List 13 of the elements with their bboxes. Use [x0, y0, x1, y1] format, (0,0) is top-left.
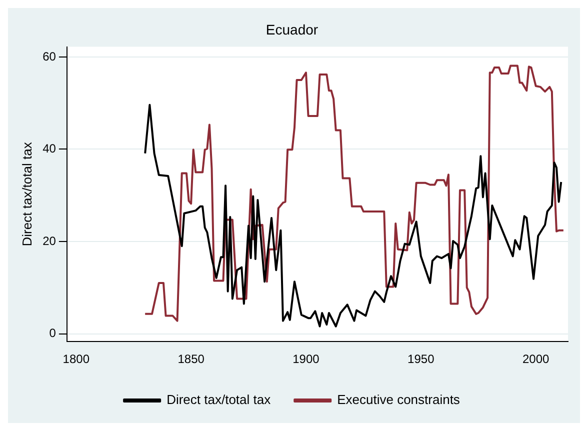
chart-title: Ecuador	[266, 21, 318, 38]
y-tick-label: 60	[42, 49, 56, 64]
x-tick-label: 1850	[178, 352, 205, 366]
legend-label: Direct tax/total tax	[166, 392, 272, 408]
y-tick-label: 0	[49, 326, 56, 340]
y-axis-title: Direct tax/total tax	[19, 142, 34, 246]
y-tick-label: 20	[42, 234, 56, 248]
x-tick-label: 1950	[408, 352, 435, 366]
x-tick-label: 1800	[62, 352, 90, 366]
legend-label: Executive constraints	[337, 392, 460, 408]
y-tick-label: 40	[42, 142, 56, 156]
x-tick-label: 1900	[292, 352, 320, 366]
x-tick-label: 2000	[522, 352, 550, 366]
